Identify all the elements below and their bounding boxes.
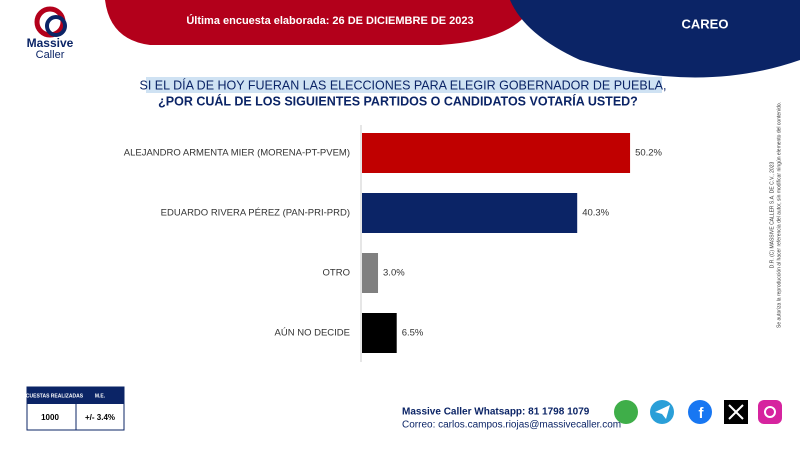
table-value: +/- 3.4%	[85, 413, 115, 422]
category-label: ALEJANDRO ARMENTA MIER (MORENA-PT-PVEM)	[124, 148, 350, 159]
contact-whatsapp: Massive Caller Whatsapp: 81 1798 1079	[402, 407, 590, 418]
telegram-glyph	[655, 405, 670, 419]
table-header-text: ENCUESTAS REALIZADAS	[19, 393, 84, 399]
whatsapp-icon[interactable]	[614, 400, 638, 424]
value-label: 50.2%	[635, 148, 662, 159]
bar	[362, 133, 631, 173]
header-shape	[510, 0, 800, 78]
category-label: EDUARDO RIVERA PÉREZ (PAN-PRI-PRD)	[161, 208, 350, 219]
bar	[362, 313, 397, 353]
facebook-icon[interactable]	[688, 400, 712, 424]
contact-email: Correo: carlos.campos.riojas@massivecall…	[402, 420, 621, 431]
chart-title: ¿POR CUÁL DE LOS SIGUIENTES PARTIDOS O C…	[158, 93, 638, 108]
header-band	[105, 0, 535, 45]
table-header	[27, 387, 124, 404]
header-subtitle: Última encuesta elaborada: 26 DE DICIEMB…	[186, 14, 473, 27]
category-label: OTRO	[323, 268, 350, 279]
category-label: AÚN NO DECIDE	[275, 328, 350, 339]
side-note: D.R. (C) MASSIVE CALLER S.A. DE C.V., 20…	[769, 102, 782, 328]
value-label: 3.0%	[383, 268, 405, 279]
logo-text: Massive	[27, 36, 74, 50]
side-note-line: Se autoriza la reproducción al hacer ref…	[776, 102, 782, 328]
title-highlight	[146, 77, 662, 93]
value-label: 6.5%	[402, 328, 424, 339]
chart-title: SI EL DÍA DE HOY FUERAN LAS ELECCIONES P…	[139, 77, 666, 92]
bar	[362, 253, 379, 293]
facebook-glyph: f	[699, 405, 705, 422]
section-label: CAREO	[682, 16, 729, 31]
table-header-text: M.E.	[95, 393, 106, 399]
side-note-line: D.R. (C) MASSIVE CALLER S.A. DE C.V., 20…	[769, 162, 775, 269]
x-glyph	[728, 404, 744, 420]
bar	[362, 193, 578, 233]
instagram-glyph	[764, 406, 776, 418]
instagram-icon[interactable]	[758, 400, 782, 424]
logo-text: Caller	[36, 49, 65, 61]
value-label: 40.3%	[582, 208, 609, 219]
table-value: 1000	[41, 413, 59, 422]
logo-icon	[45, 15, 67, 37]
